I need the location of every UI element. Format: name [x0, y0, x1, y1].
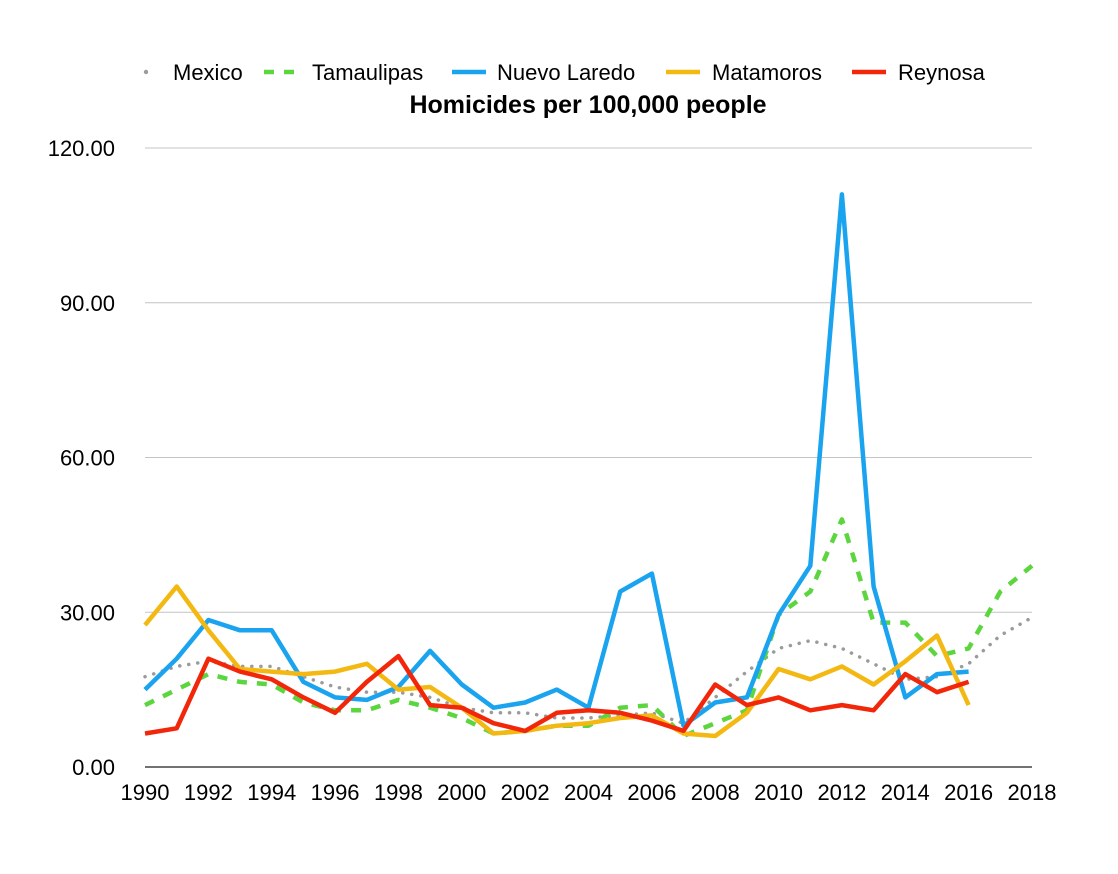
series-line-nuevo-laredo	[143, 192, 969, 728]
legend-label: Matamoros	[712, 60, 822, 85]
x-tick-label: 1996	[311, 780, 360, 805]
legend-swatch	[143, 69, 149, 75]
x-tick-label: 2012	[817, 780, 866, 805]
series-lines	[143, 192, 1034, 739]
x-tick-label: 2016	[944, 780, 993, 805]
chart-title: Homicides per 100,000 people	[409, 91, 766, 119]
x-tick-label: 2008	[691, 780, 740, 805]
x-tick-label: 2002	[501, 780, 550, 805]
legend-item-tamaulipas: Tamaulipas	[264, 60, 423, 85]
y-tick-label: 120.00	[48, 136, 115, 161]
series-line-mexico	[143, 615, 1034, 725]
series-line-reynosa	[144, 653, 970, 736]
y-axis-tick-labels: 0.00 30.00 60.00 90.00 120.00	[48, 136, 115, 780]
y-tick-label: 0.00	[72, 755, 115, 780]
x-tick-label: 2010	[754, 780, 803, 805]
x-tick-label: 1994	[247, 780, 296, 805]
legend-label: Tamaulipas	[312, 60, 423, 85]
x-tick-label: 1998	[374, 780, 423, 805]
legend-item-nuevo-laredo: Nuevo Laredo	[452, 60, 635, 85]
series-line-matamoros	[143, 584, 971, 739]
x-tick-label: 2004	[564, 780, 613, 805]
y-tick-label: 30.00	[60, 600, 115, 625]
legend-item-mexico: Mexico	[143, 60, 243, 85]
x-tick-label: 2000	[437, 780, 486, 805]
legend: Mexico Tamaulipas Nuevo Laredo Matamoros Rey…	[143, 60, 986, 85]
y-tick-label: 90.00	[60, 291, 115, 316]
gridlines	[145, 147, 1032, 768]
x-tick-label: 2018	[1008, 780, 1057, 805]
legend-label: Reynosa	[898, 60, 986, 85]
x-tick-label: 1990	[121, 780, 170, 805]
x-tick-label: 2014	[881, 780, 930, 805]
legend-label: Nuevo Laredo	[497, 60, 635, 85]
y-tick-label: 60.00	[60, 446, 115, 471]
legend-item-matamoros: Matamoros	[666, 60, 822, 85]
x-tick-label: 2006	[627, 780, 676, 805]
legend-item-reynosa: Reynosa	[852, 60, 986, 85]
x-tick-label: 1992	[184, 780, 233, 805]
legend-label: Mexico	[173, 60, 243, 85]
x-axis-tick-labels: 1990 1992 1994 1996 1998 2000 2002 2004 2006 2008…	[121, 780, 1057, 805]
